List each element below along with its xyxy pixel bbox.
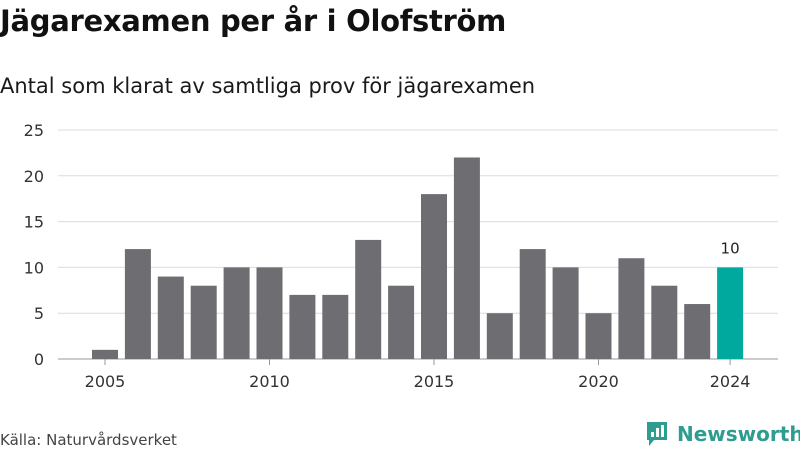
bar-2014 [388, 285, 415, 359]
brand-name: Newsworthy [677, 422, 800, 446]
bars [92, 157, 744, 359]
bar-2013 [355, 239, 382, 359]
x-tick-label: 2024 [710, 372, 751, 391]
y-axis-ticks: 0 5 10 15 20 25 [24, 121, 44, 369]
bar-2005 [92, 349, 118, 359]
brand-logo: Newsworthy [645, 420, 800, 448]
bar-chart: 0 5 10 15 20 25 2005 2010 2015 2020 2024 10 [24, 121, 778, 391]
bar-2017 [486, 313, 513, 359]
bar-2006 [124, 249, 151, 359]
y-tick-label: 5 [34, 304, 44, 323]
y-tick-label: 10 [24, 258, 44, 277]
bar-2011 [289, 294, 316, 359]
bar-2019 [552, 267, 579, 359]
data-label: 10 [721, 239, 740, 257]
data-labels: 10 [721, 239, 740, 257]
x-tick-label: 2020 [578, 372, 619, 391]
x-tick-label: 2010 [249, 372, 290, 391]
bar-2021 [618, 258, 645, 359]
bar-2020 [585, 313, 612, 359]
x-axis-ticks: 2005 2010 2015 2020 2024 [85, 359, 751, 391]
bar-2018 [519, 249, 546, 359]
bar-2007 [157, 276, 184, 359]
source-note: Källa: Naturvårdsverket [0, 431, 177, 449]
x-tick-label: 2015 [414, 372, 455, 391]
bar-2022 [651, 285, 678, 359]
y-tick-label: 0 [34, 350, 44, 369]
chart-subtitle: Antal som klarat av samtliga prov för jä… [0, 74, 536, 98]
bar-2015 [421, 194, 447, 359]
bar-2008 [190, 285, 217, 359]
bar-2012 [322, 294, 349, 359]
bar-2009 [223, 267, 250, 359]
bar-2024 [717, 267, 744, 359]
y-tick-label: 15 [24, 213, 44, 232]
bar-2023 [684, 304, 711, 359]
bar-2010 [256, 267, 283, 359]
y-tick-label: 25 [24, 121, 44, 140]
bar-2016 [453, 157, 480, 359]
x-tick-label: 2005 [85, 372, 126, 391]
newsworthy-logo-icon [647, 422, 667, 446]
chart-title: Jägarexamen per år i Olofström [0, 4, 507, 38]
y-tick-label: 20 [24, 167, 44, 186]
